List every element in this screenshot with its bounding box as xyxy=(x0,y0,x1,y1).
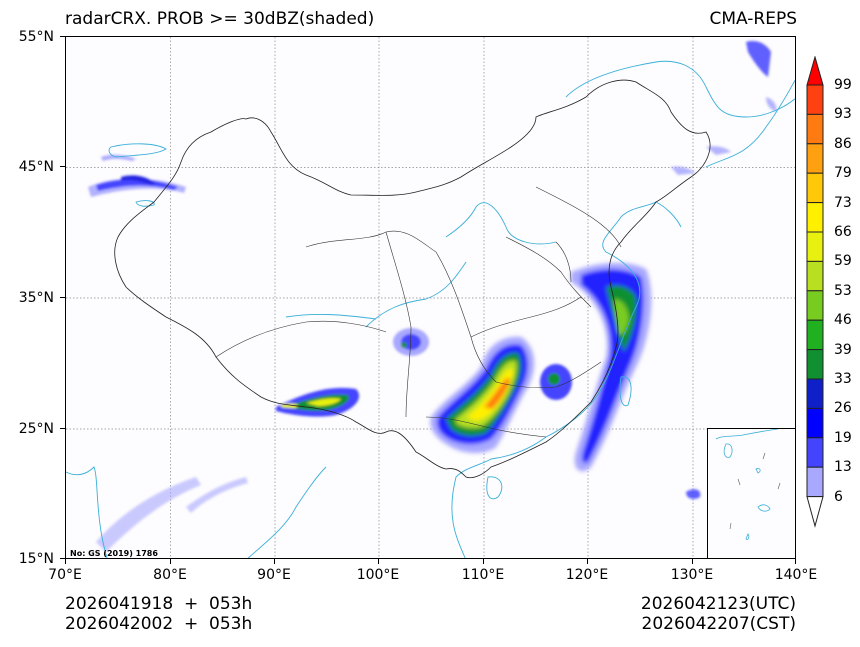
model-name: CMA-REPS xyxy=(709,9,797,29)
tick xyxy=(587,559,588,564)
colorbar-label: 6 xyxy=(834,489,843,505)
gridlines xyxy=(66,37,795,558)
lat-label-35: 35°N xyxy=(18,290,54,306)
tick xyxy=(274,559,275,564)
country-borders xyxy=(114,79,711,479)
tick xyxy=(60,558,65,559)
lon-label-80: 80°E xyxy=(153,567,187,583)
lon-label-140: 140°E xyxy=(774,567,818,583)
precip-tibet-south xyxy=(276,387,360,417)
tick xyxy=(60,428,65,429)
province-borders xyxy=(215,186,622,438)
precip-jiangxi xyxy=(540,364,572,400)
lon-label-120: 120°E xyxy=(565,567,609,583)
precip-india xyxy=(96,477,248,552)
tick xyxy=(795,559,796,564)
colorbar-label: 33 xyxy=(834,371,852,387)
lat-label-15: 15°N xyxy=(18,551,54,567)
lon-label-100: 100°E xyxy=(356,567,400,583)
chart-title: radarCRX. PROB >= 30dBZ(shaded) xyxy=(65,9,375,29)
precip-sichuan xyxy=(393,328,429,356)
colorbar-label: 73 xyxy=(834,195,852,211)
tick xyxy=(692,559,693,564)
precip-northeast xyxy=(671,41,777,500)
lat-label-55: 55°N xyxy=(18,29,54,45)
lat-label-45: 45°N xyxy=(18,159,54,175)
colorbar-label: 53 xyxy=(834,283,852,299)
colorbar-label: 26 xyxy=(834,400,852,416)
tick xyxy=(170,559,171,564)
valid-time-cst: 2026042207(CST) xyxy=(641,614,796,634)
map-panel: No: GS (2019) 1786 xyxy=(65,36,796,559)
lon-label-70: 70°E xyxy=(48,567,82,583)
colorbar-label: 99 xyxy=(834,77,852,93)
colorbar-label: 66 xyxy=(834,224,852,240)
colorbar-label: 86 xyxy=(834,136,852,152)
coastlines xyxy=(66,60,795,558)
tick xyxy=(378,559,379,564)
valid-time-utc: 2026042123(UTC) xyxy=(640,594,796,614)
valid-time-block: 2026042123(UTC) 2026042207(CST) xyxy=(641,594,796,634)
colorbar-label: 93 xyxy=(834,106,852,122)
precip-south-central xyxy=(430,336,535,453)
init-time-block: 2026041918 + 053h 2026042002 + 053h xyxy=(65,594,252,634)
tick xyxy=(65,559,66,564)
precip-xinjiang xyxy=(88,154,186,197)
map-approval-note: No: GS (2019) 1786 xyxy=(70,549,158,558)
colorbar-graphic xyxy=(806,56,824,528)
colorbar-label: 46 xyxy=(834,312,852,328)
lon-label-110: 110°E xyxy=(461,567,505,583)
lat-label-25: 25°N xyxy=(18,421,54,437)
map-canvas: No: GS (2019) 1786 xyxy=(66,37,795,558)
tick xyxy=(60,36,65,37)
tick xyxy=(60,166,65,167)
init-time-cst: 2026042002 + 053h xyxy=(65,614,253,634)
tick xyxy=(60,297,65,298)
tick xyxy=(483,559,484,564)
lon-label-130: 130°E xyxy=(670,567,714,583)
colorbar-label: 19 xyxy=(834,430,852,446)
colorbar-label: 59 xyxy=(834,253,852,269)
lon-label-90: 90°E xyxy=(257,567,291,583)
colorbar-label: 39 xyxy=(834,342,852,358)
south-china-sea-inset xyxy=(707,428,795,558)
colorbar-label: 13 xyxy=(834,459,852,475)
init-time-utc: 2026041918 + 053h xyxy=(65,594,253,614)
colorbar-label: 79 xyxy=(834,165,852,181)
